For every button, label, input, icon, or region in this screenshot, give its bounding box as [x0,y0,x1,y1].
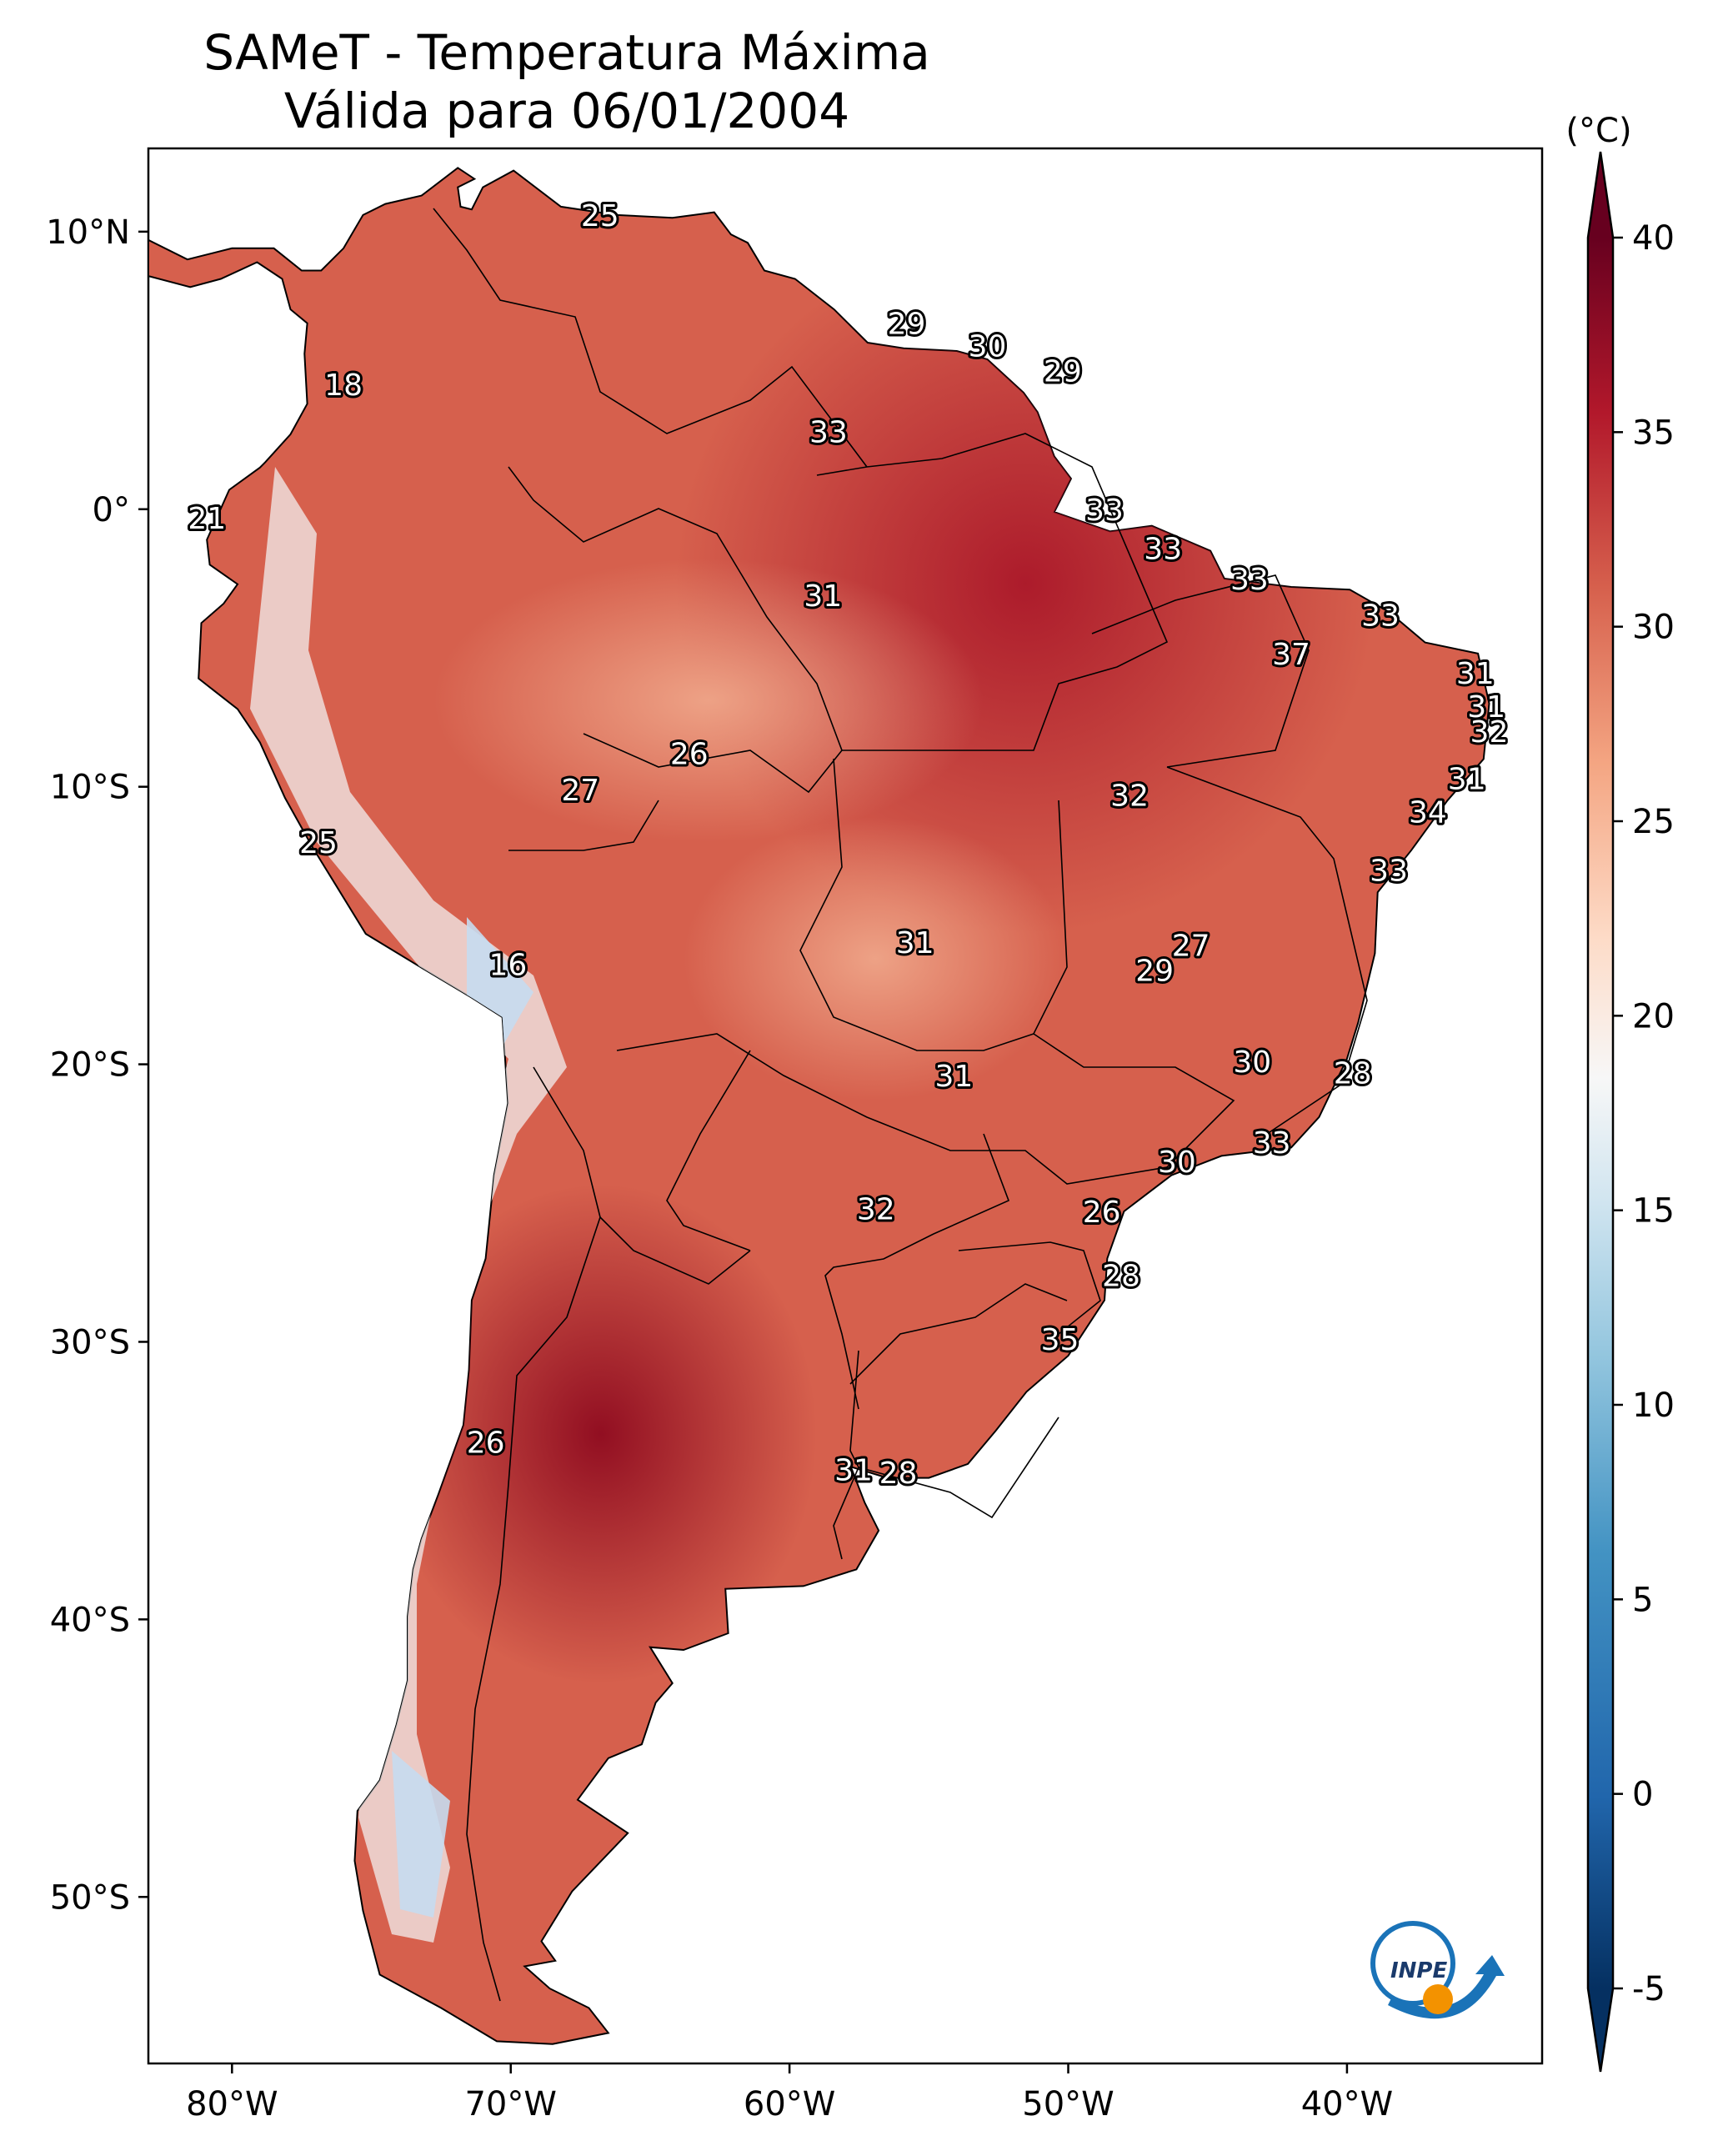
colorbar-tick-label: 30 [1632,609,1675,647]
station-value-label: 31 [1467,690,1505,725]
lon-tick-label: 80°W [186,2085,278,2123]
latitude-axis: 10°N 0° 10°S 20°S 30°S 40°S 50°S [46,213,148,1917]
colorbar-tick-label: 0 [1632,1776,1653,1814]
station-value-label: 16 [488,949,527,983]
station-value-label: 33 [1144,532,1182,566]
station-value-label: 30 [1158,1146,1196,1180]
logo-text: INPE [1390,1958,1447,1983]
lat-tick-label: 20°S [50,1046,130,1085]
station-value-label: 18 [324,369,363,403]
station-value-label: 31 [1448,763,1486,797]
lon-tick-label: 70°W [464,2085,556,2123]
station-value-label: 32 [857,1193,895,1227]
lat-tick-label: 10°N [46,213,130,252]
colorbar-tick-label: -5 [1632,1970,1665,2008]
lat-tick-label: 10°S [50,769,130,807]
station-value-label: 21 [188,502,226,536]
station-value-label: 29 [1044,354,1082,389]
station-value-label: 26 [467,1426,505,1460]
station-value-label: 27 [1172,929,1210,963]
colorbar-tick-label: 20 [1632,997,1675,1035]
station-value-label: 37 [1272,638,1310,672]
station-value-label: 33 [1085,494,1124,528]
station-value-label: 27 [561,774,599,808]
station-value-label: 30 [969,329,1007,364]
station-value-label: 32 [1110,780,1149,814]
colorbar: (°C) 40 35 30 25 20 15 10 5 0 -5 [1565,112,1675,2073]
station-value-label: 33 [809,416,848,450]
station-value-label: 29 [888,308,926,342]
colorbar-tick-label: 35 [1632,414,1675,452]
lon-tick-label: 60°W [744,2085,835,2123]
colorbar-tick-label: 40 [1632,219,1675,258]
station-value-label: 25 [581,199,619,233]
station-value-label: 32 [1470,715,1509,750]
station-value-label: 28 [1334,1057,1372,1091]
lat-tick-label: 0° [93,491,130,529]
title-line-2: Válida para 06/01/2004 [283,83,850,139]
station-value-label: 26 [1083,1196,1121,1230]
country-borders [433,208,1368,2002]
map-title: SAMeT - Temperatura Máxima Válida para 0… [0,23,1723,140]
colorbar-tick-label: 15 [1632,1192,1675,1231]
station-value-label: 28 [879,1457,918,1491]
station-value-label: 31 [804,579,842,614]
colorbar-unit: (°C) [1565,112,1631,150]
inpe-logo: INPE [1370,1921,1505,2019]
station-value-label: 28 [1102,1260,1140,1294]
lat-tick-label: 30°S [50,1323,130,1361]
station-value-label: 26 [670,738,709,772]
colorbar-extend-max [1588,152,1613,238]
colorbar-gradient [1588,238,1613,1988]
lat-tick-label: 50°S [50,1878,130,1917]
lon-tick-label: 50°W [1022,2085,1114,2123]
station-value-label: 33 [1361,599,1400,633]
station-value-label: 25 [299,826,338,860]
station-value-label: 31 [1456,657,1495,691]
station-value-label: 29 [1135,954,1174,988]
colorbar-tick-label: 10 [1632,1386,1675,1425]
station-value-label: 30 [1233,1045,1271,1080]
longitude-axis: 80°W 70°W 60°W 50°W 40°W [186,2063,1393,2123]
colorbar-tick-label: 5 [1632,1581,1653,1619]
lon-tick-label: 40°W [1301,2085,1393,2123]
colorbar-tick-label: 25 [1632,803,1675,841]
station-value-label: 35 [1041,1323,1079,1357]
station-value-label: 33 [1370,855,1408,889]
station-value-label: 33 [1230,563,1269,597]
colorbar-extend-min [1588,1988,1613,2072]
station-value-label: 31 [896,926,934,960]
title-line-1: SAMeT - Temperatura Máxima [203,24,930,81]
station-value-label: 34 [1409,796,1447,830]
station-value-label: 31 [834,1454,873,1488]
station-value-label: 33 [1253,1126,1291,1161]
station-value-label: 31 [935,1060,974,1094]
lat-tick-label: 40°S [50,1601,130,1639]
